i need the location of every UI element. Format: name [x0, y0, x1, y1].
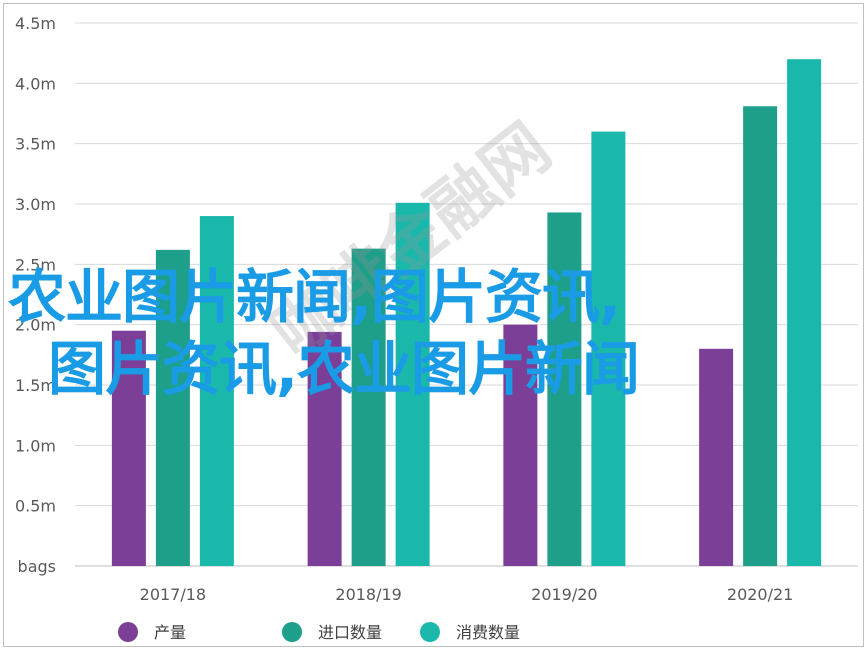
y-tick-label: 2.0m — [15, 316, 56, 335]
bar-0-0 — [111, 330, 146, 566]
bar-2-1 — [395, 202, 430, 566]
y-tick-label: 3.5m — [15, 135, 56, 154]
x-axis-ticks: 2017/18 2018/19 2019/20 2020/21 — [140, 585, 794, 604]
bar-2-3 — [787, 59, 822, 566]
legend-label: 进口数量 — [318, 623, 382, 642]
legend-label: 消费数量 — [456, 623, 520, 642]
x-tick-label: 2018/19 — [335, 585, 401, 604]
bar-2-2 — [591, 131, 626, 566]
y-tick-label: 4.0m — [15, 74, 56, 93]
bar-1-2 — [547, 212, 582, 567]
y-tick-label: bags — [18, 557, 56, 576]
overlay-headline-2: 图片资讯,农业图片新闻 — [48, 335, 640, 403]
bar-0-3 — [699, 348, 734, 566]
bar-0-1 — [307, 331, 342, 566]
legend-marker — [420, 622, 440, 642]
overlay-headline-1: 农业图片新闻,图片资讯, — [8, 263, 621, 331]
legend-marker — [282, 622, 302, 642]
legend-marker — [118, 622, 138, 642]
legend-label: 产量 — [154, 623, 186, 642]
y-tick-label: 1.5m — [15, 376, 56, 395]
legend: 产量 进口数量 消费数量 — [118, 622, 520, 642]
bar-1-1 — [351, 248, 386, 566]
bar-1-3 — [743, 106, 778, 566]
y-tick-label: 2.5m — [15, 255, 56, 274]
x-tick-label: 2017/18 — [140, 585, 206, 604]
bar-0-2 — [503, 324, 538, 566]
y-tick-label: 4.5m — [15, 14, 56, 33]
y-tick-label: 3.0m — [15, 195, 56, 214]
x-tick-label: 2020/21 — [727, 585, 793, 604]
bars — [111, 59, 822, 567]
y-axis-ticks: bags 0.5m 1.0m 1.5m 2.0m 2.5m 3.0m 3.5m 4.0m 4.5m — [15, 14, 56, 576]
y-tick-label: 0.5m — [15, 497, 56, 516]
y-tick-label: 1.0m — [15, 436, 56, 455]
bar-1-0 — [155, 249, 190, 566]
x-tick-label: 2019/20 — [531, 585, 597, 604]
bar-2-0 — [199, 216, 234, 567]
